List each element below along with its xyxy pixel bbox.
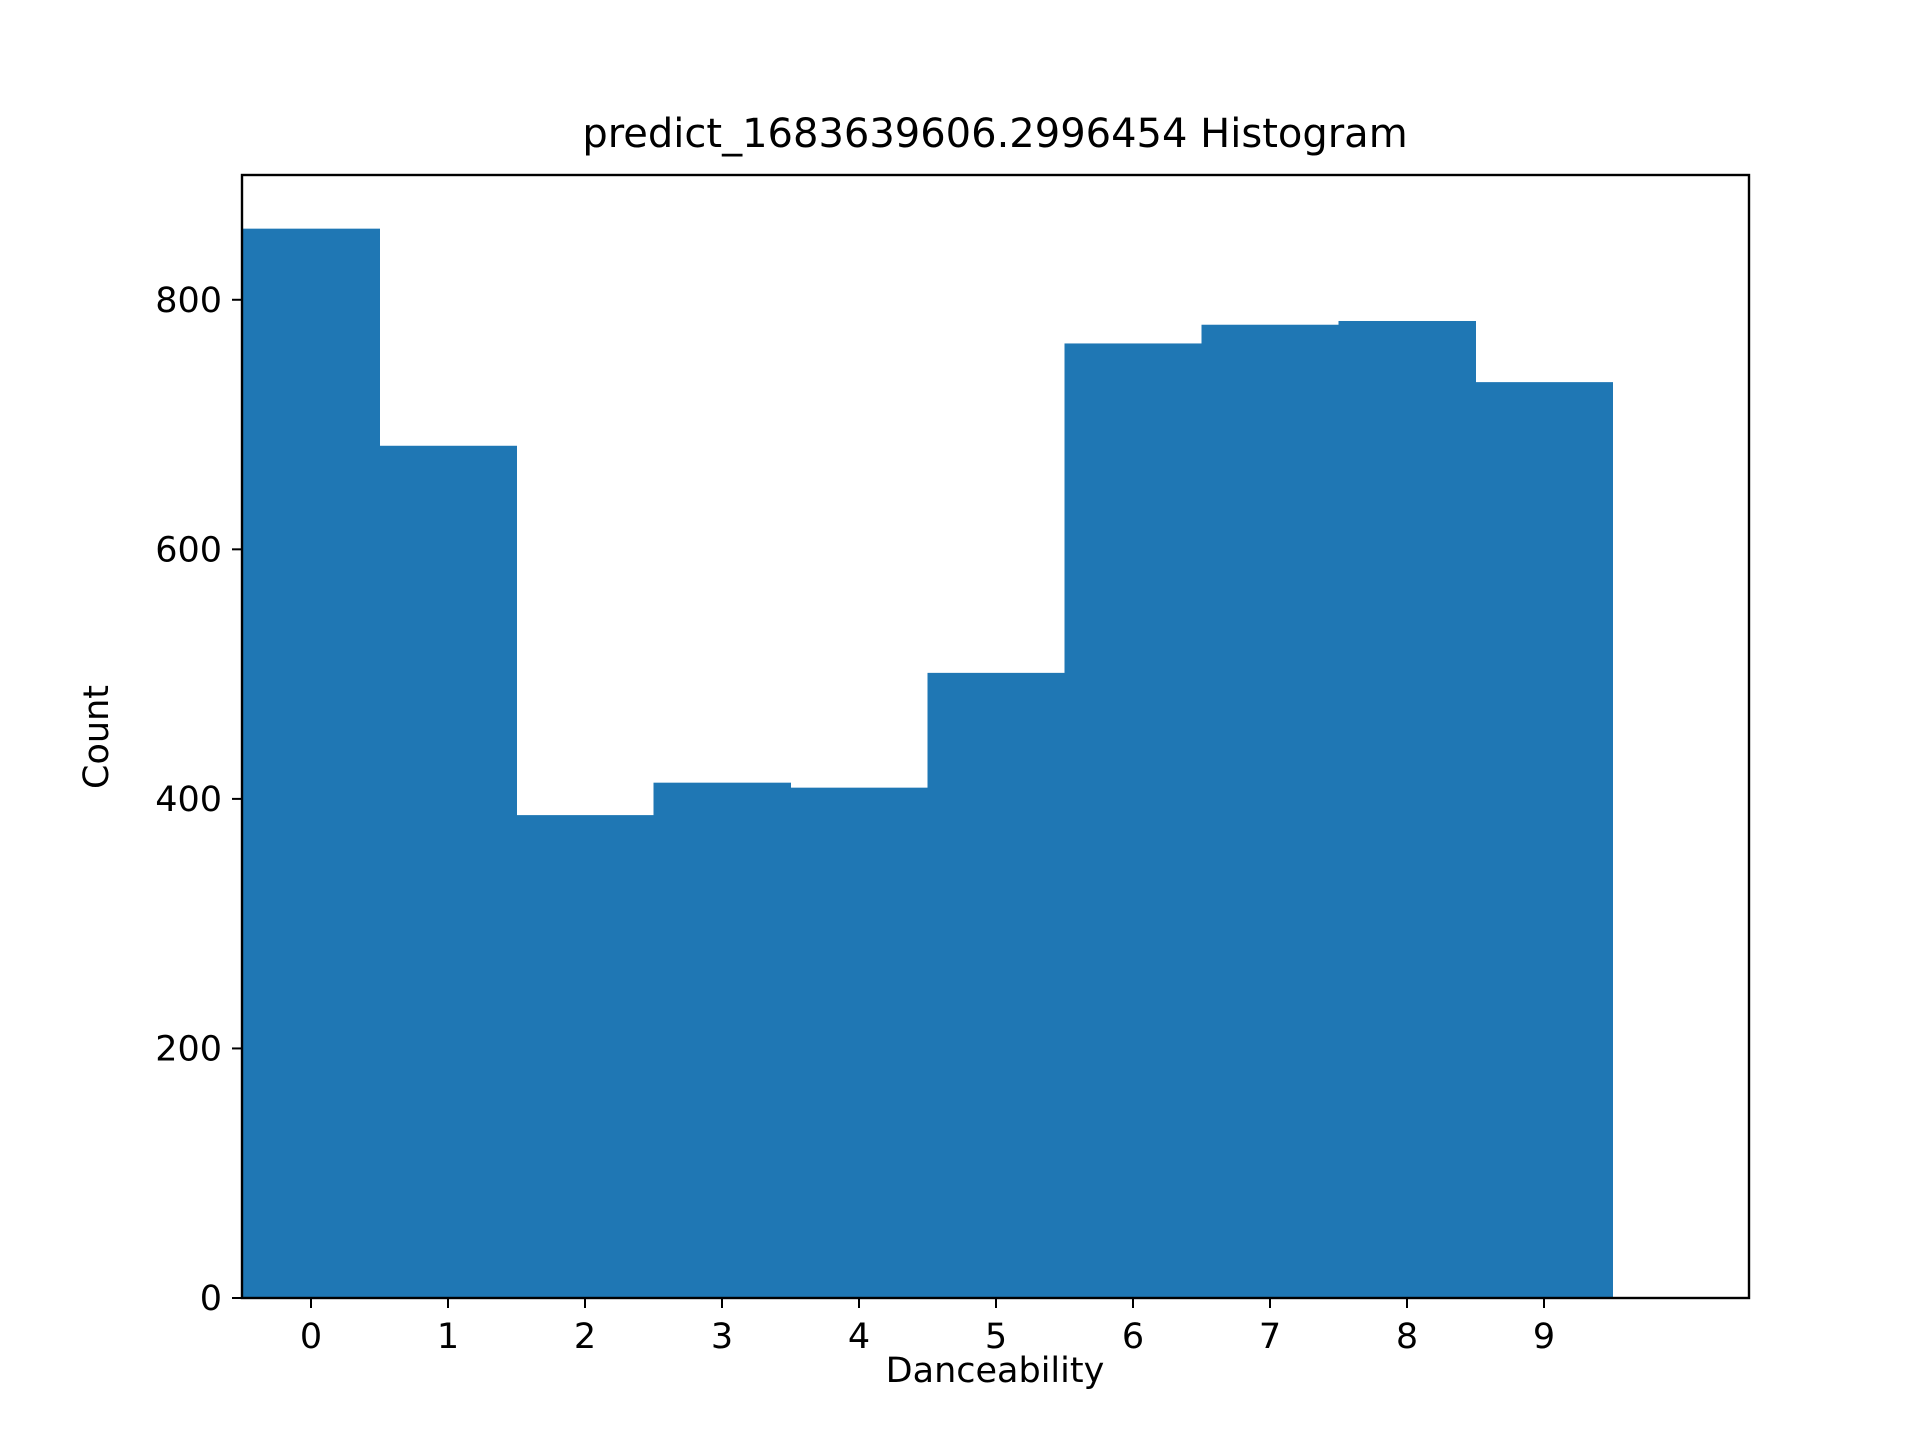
y-tick-label-800: 800 bbox=[155, 281, 222, 321]
y-tick-label-600: 600 bbox=[155, 530, 222, 570]
x-tick-label-9: 9 bbox=[1533, 1317, 1555, 1357]
x-tick-label-7: 7 bbox=[1259, 1317, 1281, 1357]
x-tick-label-5: 5 bbox=[985, 1317, 1007, 1357]
y-tick-label-400: 400 bbox=[155, 780, 222, 820]
histogram-bar-8 bbox=[1338, 320, 1476, 1298]
x-tick-label-2: 2 bbox=[574, 1317, 596, 1357]
histogram-bar-5 bbox=[927, 672, 1065, 1298]
histogram-bar-1 bbox=[379, 445, 517, 1298]
y-axis-label: Count bbox=[77, 685, 117, 789]
x-axis-label: Danceability bbox=[886, 1351, 1105, 1391]
y-tick-label-0: 0 bbox=[200, 1279, 222, 1319]
x-tick-label-4: 4 bbox=[848, 1317, 870, 1357]
chart-title: predict_1683639606.2996454 Histogram bbox=[582, 111, 1407, 157]
histogram-bar-2 bbox=[516, 815, 654, 1298]
histogram-bar-6 bbox=[1064, 343, 1202, 1298]
histogram-bar-3 bbox=[653, 782, 791, 1298]
x-tick-label-0: 0 bbox=[300, 1317, 322, 1357]
y-axis-ticks: 0 200 400 600 800 bbox=[155, 281, 242, 1319]
histogram-bar-0 bbox=[242, 228, 380, 1299]
histogram-bar-7 bbox=[1201, 324, 1339, 1298]
x-tick-label-8: 8 bbox=[1396, 1317, 1418, 1357]
x-axis-ticks: 0 1 2 3 4 5 6 7 8 9 bbox=[300, 1298, 1555, 1357]
x-tick-label-1: 1 bbox=[437, 1317, 459, 1357]
bars-group bbox=[242, 228, 1613, 1299]
histogram-bar-4 bbox=[790, 787, 928, 1298]
x-tick-label-6: 6 bbox=[1122, 1317, 1144, 1357]
x-tick-label-3: 3 bbox=[711, 1317, 733, 1357]
histogram-bar-9 bbox=[1475, 382, 1613, 1298]
y-tick-label-200: 200 bbox=[155, 1029, 222, 1069]
